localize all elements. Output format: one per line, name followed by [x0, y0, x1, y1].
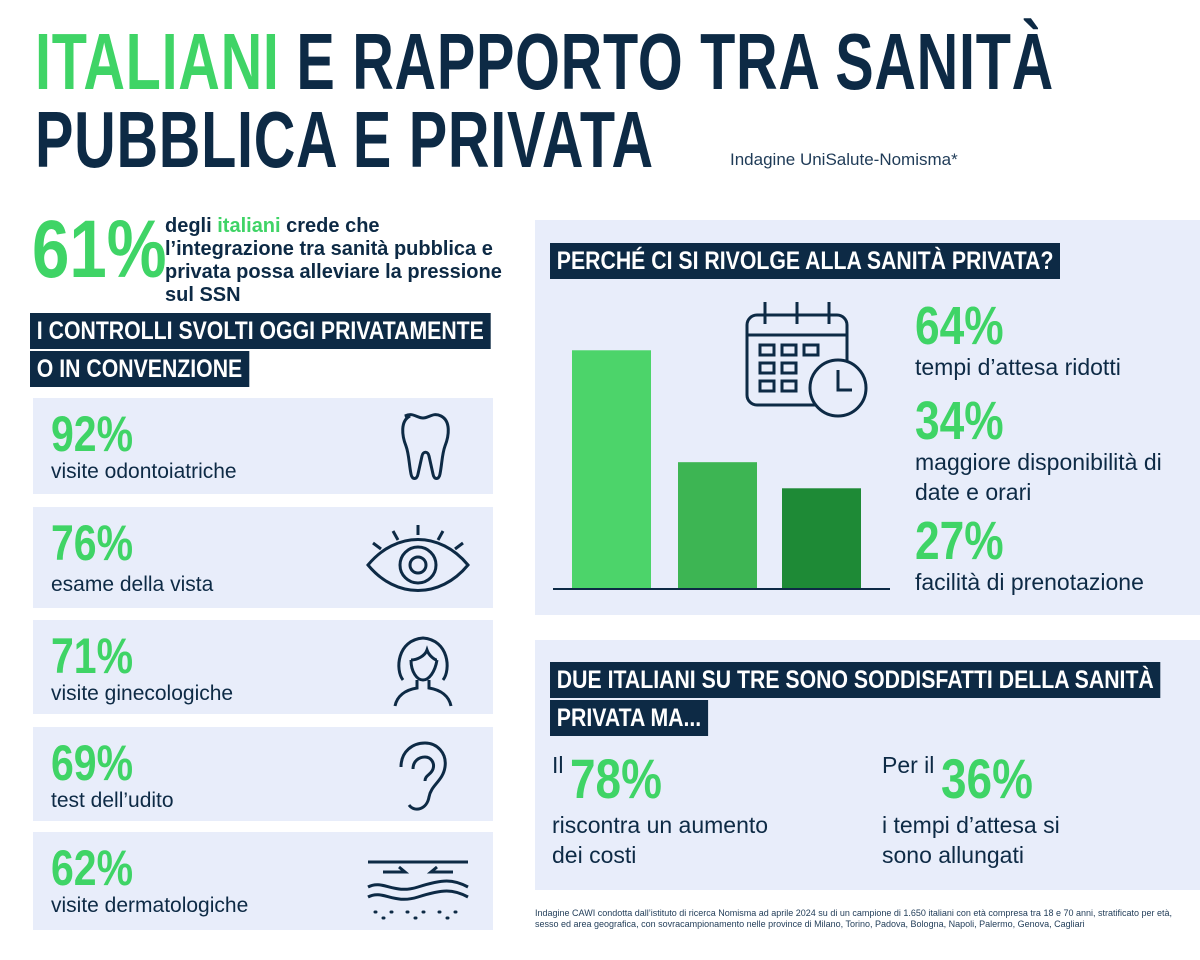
title-rest: E RAPPORTO TRA SANITÀ [279, 17, 1054, 106]
woman-icon [393, 636, 453, 707]
stat: Il 78% riscontra un aumento dei costi [552, 750, 832, 870]
subtitle: Indagine UniSalute-Nomisma* [730, 150, 958, 169]
check-card: 92% visite odontoiatriche [33, 398, 493, 494]
tooth-icon [401, 413, 450, 480]
check-value: 69% [51, 735, 134, 791]
title-line2: PUBBLICA E PRIVATA [35, 95, 654, 184]
reason-label: maggiore disponibilità di date e orari [915, 449, 1162, 505]
heading-line: DUE ITALIANI SU TRE SONO SODDISFATTI DEL… [550, 662, 1161, 698]
check-card: 62% visite dermatologiche [33, 832, 493, 930]
skin-icon [367, 860, 469, 920]
check-label: visite ginecologiche [51, 682, 234, 705]
reason-label: facilità di prenotazione [915, 569, 1144, 595]
check-label: test dell’udito [51, 789, 174, 812]
check-value: 71% [51, 628, 134, 684]
bar [572, 350, 651, 589]
satisfaction-heading: DUE ITALIANI SU TRE SONO SODDISFATTI DEL… [550, 662, 1161, 736]
check-value: 62% [51, 840, 134, 896]
stat-text: i tempi d’attesa si sono allungati [882, 812, 1060, 868]
check-card: 71% visite ginecologiche [33, 620, 493, 714]
check-value: 76% [51, 515, 134, 571]
heading-line: PRIVATA MA... [550, 700, 709, 736]
check-label: esame della vista [51, 573, 214, 596]
check-card: 69% test dell’udito [33, 727, 493, 821]
check-card: 76% esame della vista [33, 507, 493, 608]
bar [782, 488, 861, 589]
ear-icon [399, 741, 447, 811]
stat-value: 78% [569, 747, 662, 810]
check-value: 92% [51, 406, 134, 462]
footnote: Indagine CAWI condotta dall’istituto di … [535, 908, 1173, 929]
title: ITALIANI E RAPPORTO TRA SANITÀ [35, 22, 1054, 102]
calendar-icon [745, 302, 868, 418]
intro-highlight: italiani [217, 215, 281, 237]
heading-line: I CONTROLLI SVOLTI OGGI PRIVATAMENTE [30, 313, 491, 349]
eye-icon [366, 525, 470, 592]
check-label: visite odontoiatriche [51, 460, 237, 483]
intro-value: 61% [32, 204, 167, 295]
stat-prefix: Il [552, 752, 564, 778]
reasons-heading-wrap: PERCHÉ CI SI RIVOLGE ALLA SANITÀ PRIVATA… [550, 243, 1061, 279]
bar [678, 462, 757, 589]
check-label: visite dermatologiche [51, 894, 249, 917]
reason-value: 27% [915, 511, 1004, 571]
reasons-heading: PERCHÉ CI SI RIVOLGE ALLA SANITÀ PRIVATA… [550, 243, 1061, 279]
intro-text-before: degli [165, 215, 218, 237]
stat: Per il 36% i tempi d’attesa si sono allu… [882, 750, 1162, 870]
bar-chart [553, 302, 890, 590]
reason-value: 64% [915, 296, 1004, 356]
stat-text: riscontra un aumento dei costi [552, 812, 769, 868]
stat-prefix: Per il [882, 752, 935, 778]
intro-text-after: crede che l’integrazione tra sanità pubb… [165, 215, 502, 306]
checks-heading: I CONTROLLI SVOLTI OGGI PRIVATAMENTE O I… [30, 313, 491, 387]
reason-label: tempi d’attesa ridotti [915, 354, 1121, 380]
reason-value: 34% [915, 391, 1004, 451]
intro-text: degli italiani crede che l’integrazione … [165, 215, 510, 307]
title-highlight: ITALIANI [35, 17, 280, 106]
stat-value: 36% [940, 747, 1033, 810]
heading-line: O IN CONVENZIONE [30, 351, 250, 387]
